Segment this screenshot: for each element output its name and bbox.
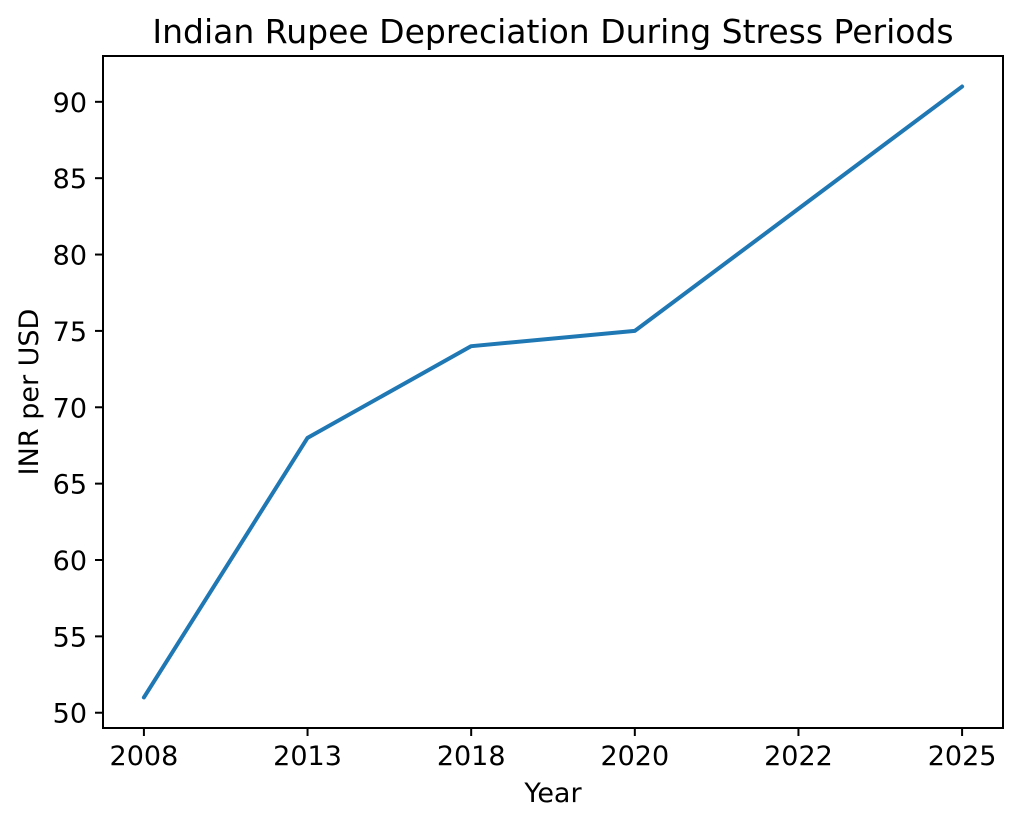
y-tick-label: 55 bbox=[53, 622, 87, 653]
y-tick-label: 90 bbox=[53, 88, 87, 119]
y-tick-label: 50 bbox=[53, 699, 87, 730]
y-tick-label: 80 bbox=[53, 241, 87, 272]
y-tick-label: 75 bbox=[53, 317, 87, 348]
y-axis-label: INR per USD bbox=[14, 309, 45, 476]
x-axis-label: Year bbox=[523, 778, 582, 809]
data-line bbox=[141, 84, 965, 700]
axes-frame bbox=[102, 55, 1004, 729]
y-tick-label: 65 bbox=[53, 470, 87, 501]
x-tick-label: 2018 bbox=[437, 741, 506, 772]
x-tick-label: 2013 bbox=[273, 741, 342, 772]
y-tick-label: 70 bbox=[53, 393, 87, 424]
x-tick-label: 2022 bbox=[764, 741, 833, 772]
chart-title: Indian Rupee Depreciation During Stress … bbox=[152, 12, 953, 51]
x-tick-label: 2025 bbox=[928, 741, 997, 772]
axes: 50 55 60 65 70 75 80 85 90 2008 2013 2018 2020 2022 20… bbox=[53, 55, 1004, 772]
x-tick-label: 2020 bbox=[600, 741, 669, 772]
y-tick-label: 85 bbox=[53, 164, 87, 195]
y-tick-label: 60 bbox=[53, 546, 87, 577]
x-tick-label: 2008 bbox=[110, 741, 179, 772]
